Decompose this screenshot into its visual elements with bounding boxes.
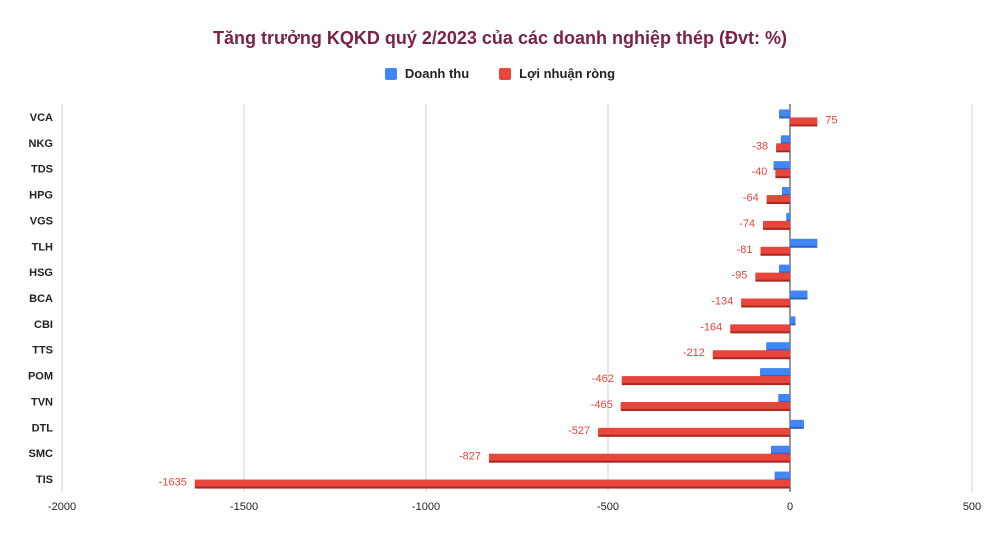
- category-label: SMC: [29, 448, 54, 460]
- revenue-bar: [781, 187, 790, 195]
- net-profit-data-label: -40: [752, 166, 768, 178]
- revenue-bar: [766, 342, 790, 350]
- net-profit-data-label: -74: [739, 218, 755, 230]
- legend-item-revenue: Doanh thu: [384, 66, 470, 81]
- revenue-bar: [771, 445, 790, 453]
- net-profit-bar: [776, 143, 790, 151]
- net-profit-bar: [621, 376, 790, 384]
- chart-title: Tăng trưởng KQKD quý 2/2023 của các doan…: [213, 28, 787, 48]
- category-label: TIS: [36, 474, 53, 486]
- revenue-bar: [773, 161, 790, 169]
- category-label: POM: [28, 371, 53, 383]
- net-profit-data-label: -212: [683, 347, 705, 359]
- net-profit-bar: [790, 117, 818, 125]
- revenue-bar: [774, 471, 790, 479]
- net-profit-data-label: -64: [743, 192, 759, 204]
- legend: Doanh thu Lợi nhuận ròng: [0, 66, 1000, 81]
- category-label: DTL: [32, 422, 54, 434]
- category-label: TLH: [32, 241, 53, 253]
- legend-swatch-net-profit: [499, 67, 512, 80]
- net-profit-data-label: -827: [459, 451, 481, 463]
- revenue-bar: [790, 316, 796, 324]
- category-label: VGS: [30, 215, 53, 227]
- category-label: HSG: [29, 267, 53, 279]
- x-tick-label: 500: [963, 501, 981, 513]
- revenue-bar: [786, 212, 790, 220]
- net-profit-bar: [755, 272, 790, 280]
- legend-label-revenue: Doanh thu: [404, 66, 470, 81]
- legend-swatch-revenue: [384, 67, 397, 80]
- category-label: TTS: [32, 345, 53, 357]
- revenue-bar: [779, 264, 790, 272]
- net-profit-bar: [488, 453, 790, 461]
- net-profit-bar: [620, 401, 790, 409]
- x-tick-label: 0: [787, 501, 793, 513]
- revenue-bar: [790, 238, 818, 246]
- net-profit-bar: [712, 350, 790, 358]
- net-profit-data-label: -164: [700, 321, 722, 333]
- revenue-bar: [778, 393, 790, 401]
- net-profit-data-label: -462: [592, 373, 614, 385]
- category-label: CBI: [34, 319, 53, 331]
- legend-label-net-profit: Lợi nhuận ròng: [519, 66, 616, 81]
- x-tick-label: -500: [597, 501, 619, 513]
- category-label: TDS: [31, 164, 53, 176]
- revenue-bar: [779, 109, 790, 117]
- net-profit-bar: [741, 298, 790, 306]
- net-profit-data-label: -465: [591, 399, 613, 411]
- net-profit-data-label: -134: [711, 296, 733, 308]
- net-profit-bar: [775, 169, 790, 177]
- category-label: NKG: [29, 138, 53, 150]
- category-label: HPG: [29, 190, 53, 202]
- net-profit-data-label: -81: [737, 244, 753, 256]
- category-label: VCA: [30, 112, 53, 124]
- legend-item-net-profit: Lợi nhuận ròng: [499, 66, 615, 81]
- net-profit-data-label: 75: [825, 114, 837, 126]
- x-tick-label: -2000: [48, 501, 76, 513]
- revenue-bar: [790, 290, 808, 298]
- revenue-bar: [780, 135, 790, 143]
- net-profit-bar: [194, 479, 791, 487]
- net-profit-bar: [598, 427, 790, 435]
- net-profit-bar: [760, 246, 790, 254]
- revenue-bar: [760, 368, 790, 376]
- net-profit-data-label: -527: [568, 425, 590, 437]
- net-profit-bar: [766, 195, 790, 203]
- x-tick-label: -1500: [230, 501, 258, 513]
- x-tick-label: -1000: [412, 501, 440, 513]
- net-profit-data-label: -38: [752, 140, 768, 152]
- category-label: TVN: [31, 396, 53, 408]
- category-label: BCA: [29, 293, 53, 305]
- revenue-bar: [790, 419, 804, 427]
- net-profit-bar: [763, 220, 790, 228]
- net-profit-data-label: -95: [732, 270, 748, 282]
- net-profit-bar: [730, 324, 790, 332]
- net-profit-data-label: -1635: [159, 477, 187, 489]
